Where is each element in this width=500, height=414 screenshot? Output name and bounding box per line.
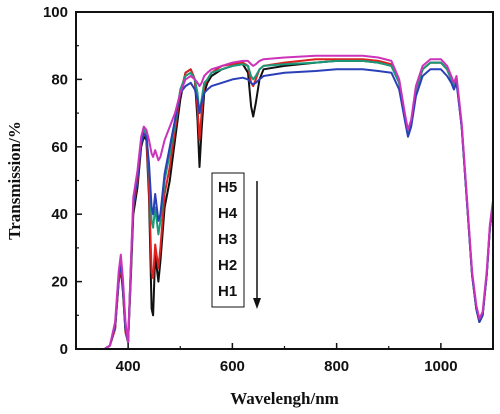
series-layer (76, 54, 494, 350)
legend-order-arrow-head (253, 298, 261, 309)
y-tick-label-100: 100 (43, 4, 68, 21)
legend: H5 H4 H3 H2 H1 (211, 172, 261, 309)
y-tick-label-20: 20 (51, 274, 68, 291)
legend-label-h3: H3 (218, 231, 237, 248)
labels-layer: 400 600 800 1000 0 20 40 60 80 100 (43, 4, 458, 375)
y-tick-label-40: 40 (51, 206, 68, 223)
legend-label-h1: H1 (218, 283, 237, 300)
series-line-5 (76, 54, 494, 350)
legend-box (211, 172, 245, 308)
y-tick-label-80: 80 (51, 71, 68, 88)
legend-label-h4: H4 (218, 205, 238, 222)
x-axis-title: Wavelengh/nm (230, 389, 339, 408)
legend-label-h5: H5 (218, 179, 237, 196)
series-line-4 (76, 68, 494, 350)
x-tick-label-400: 400 (116, 358, 141, 375)
legend-label-h2: H2 (218, 257, 237, 274)
x-tick-label-600: 600 (220, 358, 245, 375)
series-line-1 (76, 59, 494, 350)
series-line-2 (76, 58, 494, 350)
y-axis-title: Transmission/% (5, 121, 24, 240)
series-line-3 (76, 59, 494, 350)
ticks-layer (75, 11, 494, 350)
x-tick-label-800: 800 (324, 358, 349, 375)
y-tick-label-60: 60 (51, 139, 68, 156)
x-tick-label-1000: 1000 (424, 358, 457, 375)
y-tick-label-0: 0 (60, 341, 68, 358)
